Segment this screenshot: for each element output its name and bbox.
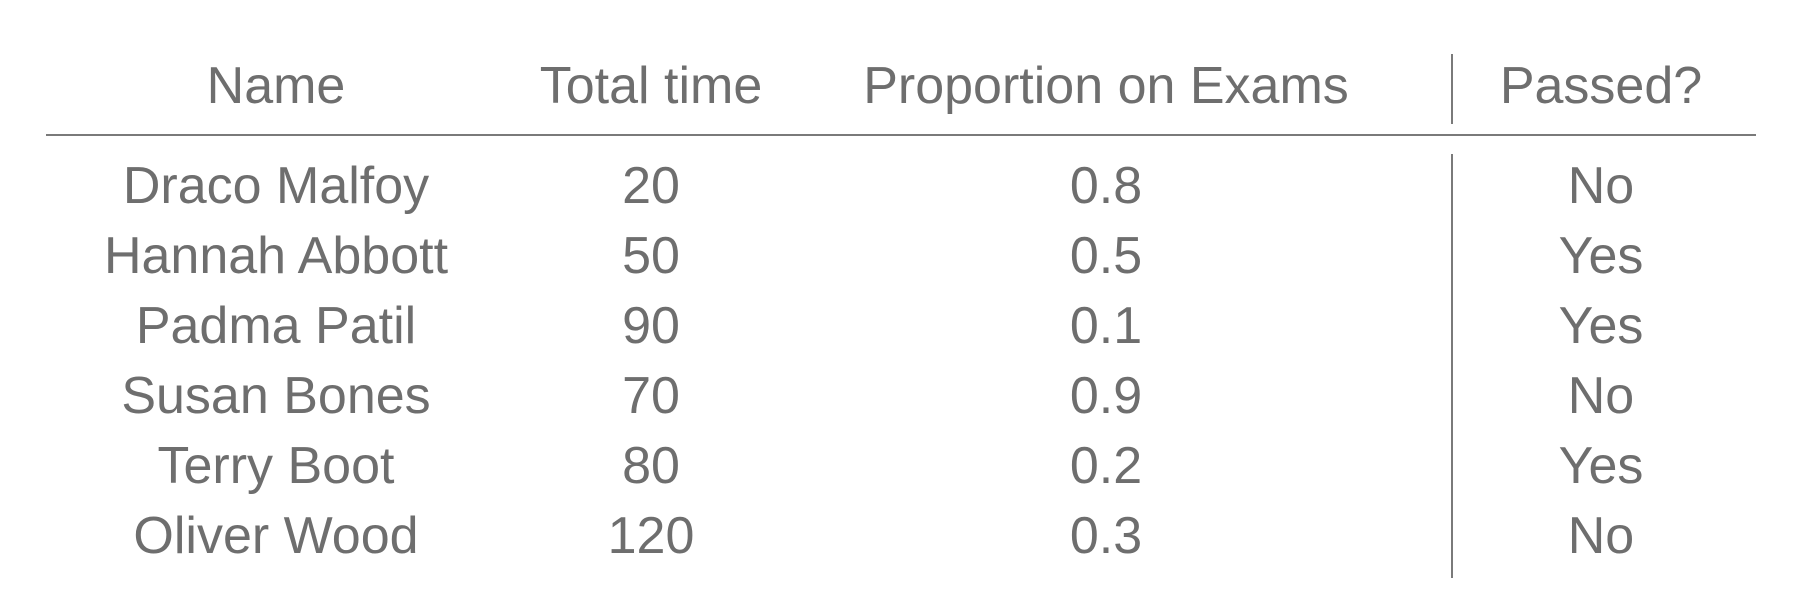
cell-name: Terry Boot: [157, 437, 395, 495]
cell-name: Hannah Abbott: [103, 227, 449, 285]
cell-passed: Yes: [1558, 227, 1644, 285]
cell-name: Padma Patil: [135, 297, 417, 355]
header-passed: Passed?: [1499, 57, 1703, 115]
cell-total-time: 70: [622, 367, 680, 425]
data-table: Name Total time Proportion on Exams Pass…: [46, 0, 1756, 614]
cell-total-time: 20: [622, 157, 680, 215]
cell-name: Oliver Wood: [133, 507, 419, 565]
cell-passed: Yes: [1558, 437, 1644, 495]
header-proportion-on-exams: Proportion on Exams: [863, 57, 1349, 115]
cell-passed: Yes: [1558, 297, 1644, 355]
cell-passed: No: [1567, 367, 1635, 425]
cell-proportion: 0.8: [1069, 157, 1143, 215]
column-divider-header: [1451, 54, 1453, 124]
cell-total-time: 80: [622, 437, 680, 495]
cell-proportion: 0.5: [1069, 227, 1143, 285]
cell-passed: No: [1567, 157, 1635, 215]
cell-name: Susan Bones: [121, 367, 431, 425]
header-divider: [46, 134, 1756, 136]
column-divider-body: [1451, 154, 1453, 578]
cell-proportion: 0.3: [1069, 507, 1143, 565]
cell-total-time: 90: [622, 297, 680, 355]
cell-name: Draco Malfoy: [122, 157, 430, 215]
cell-proportion: 0.1: [1069, 297, 1143, 355]
cell-total-time: 50: [622, 227, 680, 285]
header-total-time: Total time: [539, 57, 763, 115]
cell-total-time: 120: [607, 507, 695, 565]
cell-proportion: 0.2: [1069, 437, 1143, 495]
header-name: Name: [206, 57, 346, 115]
cell-passed: No: [1567, 507, 1635, 565]
cell-proportion: 0.9: [1069, 367, 1143, 425]
